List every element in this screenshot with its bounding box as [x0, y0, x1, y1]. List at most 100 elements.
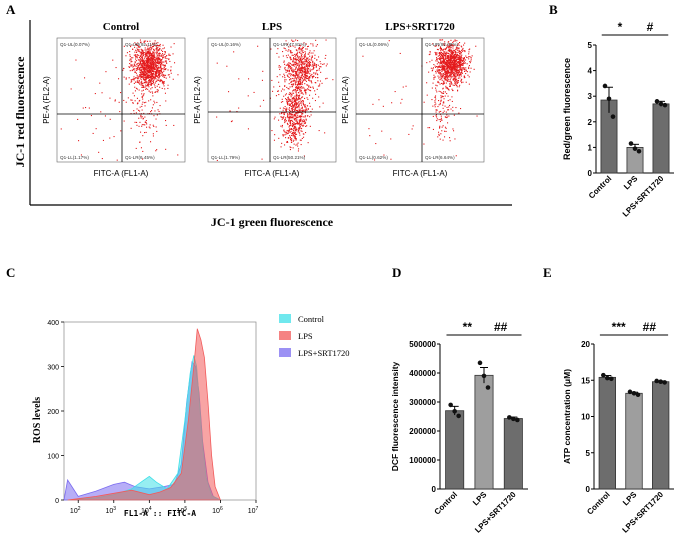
event-dot	[298, 130, 300, 132]
event-dot	[451, 45, 453, 47]
event-dot	[459, 63, 461, 65]
event-dot	[289, 146, 291, 148]
event-dot	[143, 102, 145, 104]
event-dot	[445, 48, 447, 50]
event-dot	[442, 73, 444, 75]
event-dot	[158, 110, 160, 112]
event-dot	[298, 108, 300, 110]
flow-plot-frame	[207, 37, 337, 163]
event-dot	[439, 76, 441, 78]
event-dot	[447, 53, 449, 55]
event-dot	[435, 45, 437, 47]
event-dot	[442, 68, 444, 70]
event-dot	[133, 69, 135, 71]
event-dot	[302, 63, 304, 65]
event-dot	[440, 133, 442, 135]
event-dot	[149, 63, 151, 65]
event-dot	[447, 77, 449, 79]
event-dot	[301, 114, 303, 116]
event-dot	[156, 50, 158, 52]
event-dot	[297, 58, 299, 60]
event-dot	[464, 70, 466, 72]
event-dot	[284, 66, 286, 68]
event-dot	[283, 95, 285, 97]
event-dot	[428, 54, 430, 56]
event-dot	[309, 94, 311, 96]
plot-frame	[63, 321, 257, 501]
event-dot	[442, 75, 444, 77]
event-dot	[311, 76, 313, 78]
event-dot	[434, 101, 436, 103]
event-dot	[136, 45, 138, 47]
event-dot	[470, 67, 472, 69]
event-dot	[143, 94, 145, 96]
event-dot	[291, 119, 293, 121]
event-dot	[383, 154, 385, 156]
event-dot	[458, 57, 460, 59]
event-dot	[159, 69, 161, 71]
event-dot	[156, 57, 158, 59]
event-dot	[154, 102, 156, 104]
event-dot	[438, 52, 440, 54]
event-dot	[459, 77, 461, 79]
event-dot	[451, 56, 453, 58]
event-dot	[287, 100, 289, 102]
event-dot	[261, 79, 263, 81]
event-dot	[307, 45, 309, 47]
event-dot	[434, 96, 436, 98]
event-dot	[130, 61, 132, 63]
event-dot	[292, 124, 294, 126]
event-dot	[295, 91, 297, 93]
event-dot	[297, 127, 299, 129]
event-dot	[137, 45, 139, 47]
event-dot	[155, 118, 157, 120]
event-dot	[290, 100, 292, 102]
event-dot	[128, 66, 130, 68]
event-dot	[436, 63, 438, 65]
event-dot	[284, 108, 286, 110]
event-dot	[460, 66, 462, 68]
event-dot	[294, 115, 296, 117]
event-dot	[292, 84, 294, 86]
event-dot	[445, 82, 447, 84]
event-dot	[298, 75, 300, 77]
event-dot	[170, 72, 172, 74]
event-dot	[297, 51, 299, 53]
event-dot	[445, 127, 447, 129]
event-dot	[152, 42, 154, 44]
event-dot	[295, 126, 297, 128]
event-dot	[294, 58, 296, 60]
event-dot	[289, 86, 291, 88]
event-dot	[448, 64, 450, 66]
event-dot	[154, 57, 156, 59]
event-dot	[448, 46, 450, 48]
event-dot	[448, 66, 450, 68]
event-dot	[300, 77, 302, 79]
event-dot	[458, 61, 460, 63]
event-dot	[287, 113, 289, 115]
event-dot	[461, 69, 463, 71]
event-dot	[142, 60, 144, 62]
event-dot	[291, 114, 293, 116]
event-dot	[150, 64, 152, 66]
event-dot	[388, 40, 390, 42]
event-dot	[451, 70, 453, 72]
event-dot	[297, 83, 299, 85]
event-dot	[146, 54, 148, 56]
panel-c-ylabel: ROS levels	[32, 397, 43, 443]
event-dot	[451, 96, 453, 98]
event-dot	[149, 64, 151, 66]
event-dot	[454, 50, 456, 52]
event-dot	[139, 62, 141, 64]
event-dot	[147, 56, 149, 58]
event-dot	[306, 75, 308, 77]
event-dot	[442, 57, 444, 59]
event-dot	[138, 49, 140, 51]
event-dot	[310, 43, 312, 45]
event-dot	[131, 79, 133, 81]
event-dot	[145, 63, 147, 65]
event-dot	[149, 60, 151, 62]
event-dot	[144, 116, 146, 118]
event-dot	[443, 77, 445, 79]
event-dot	[155, 82, 157, 84]
